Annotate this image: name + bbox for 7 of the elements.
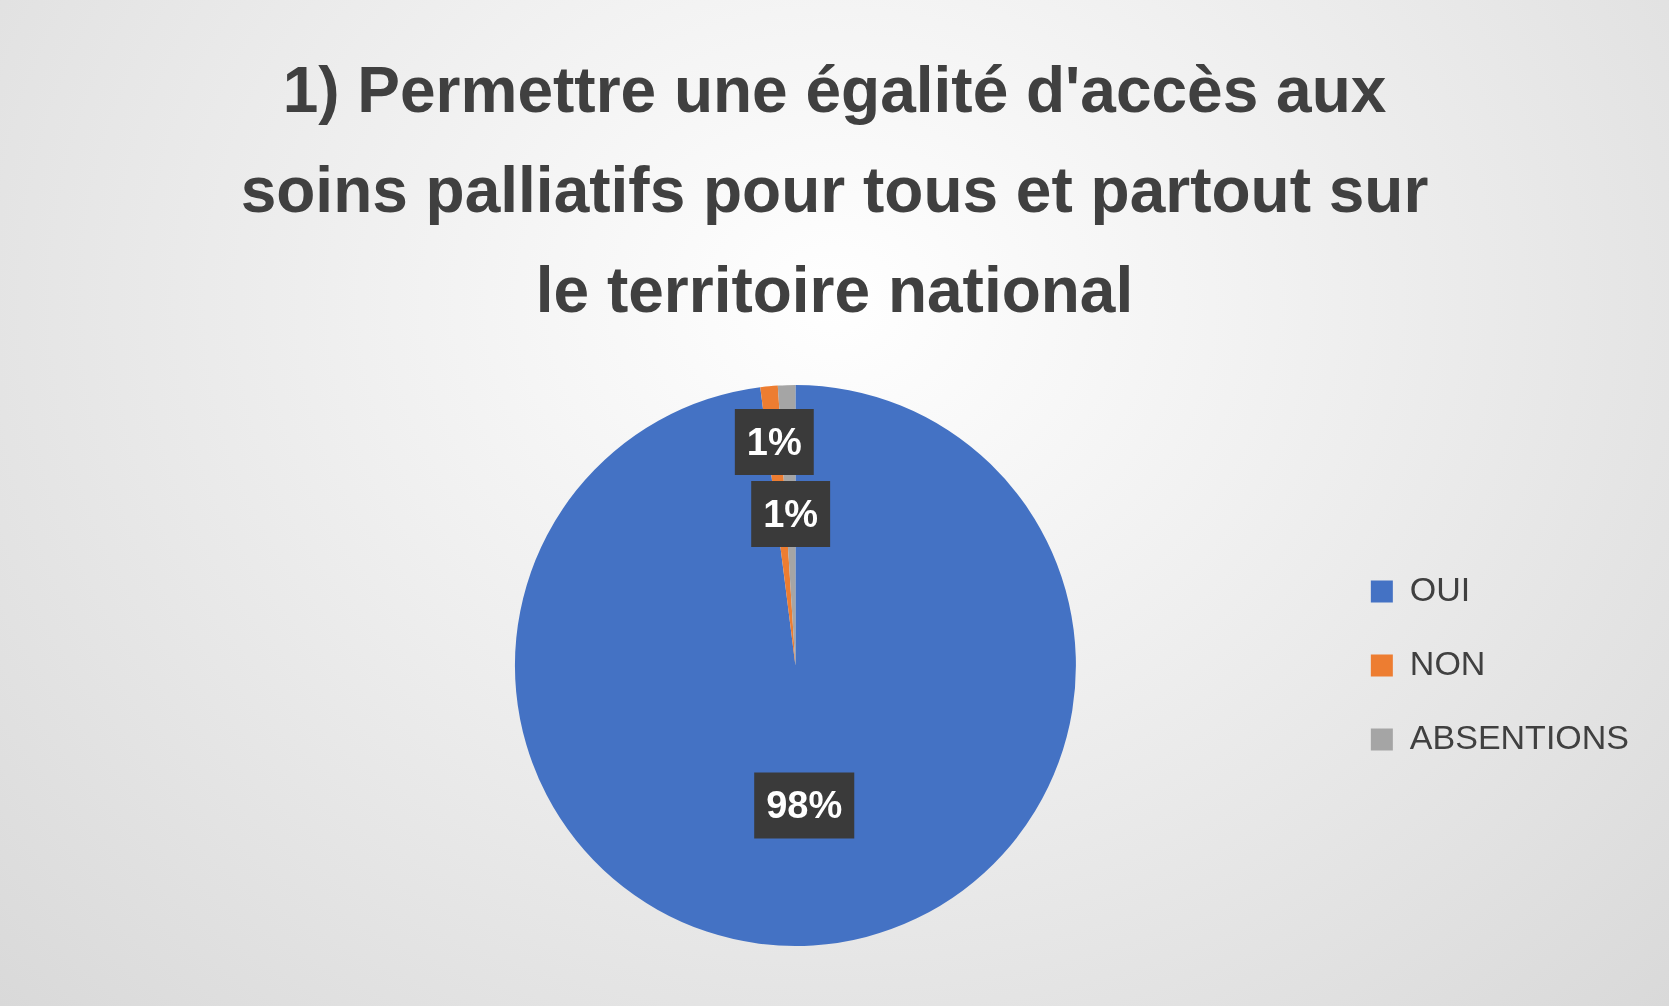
chart-title: 1) Permettre une égalité d'accès aux soins palliatifs pour tous et partout sur le territoire national [240, 53, 1429, 328]
data-label: 1% [746, 420, 802, 463]
data-label: 1% [763, 492, 819, 535]
legend-label: ABSENTIONS [1409, 717, 1630, 756]
legend-label: NON [1409, 643, 1486, 682]
data-label: 98% [766, 783, 843, 826]
legend-label: OUI [1409, 569, 1471, 608]
